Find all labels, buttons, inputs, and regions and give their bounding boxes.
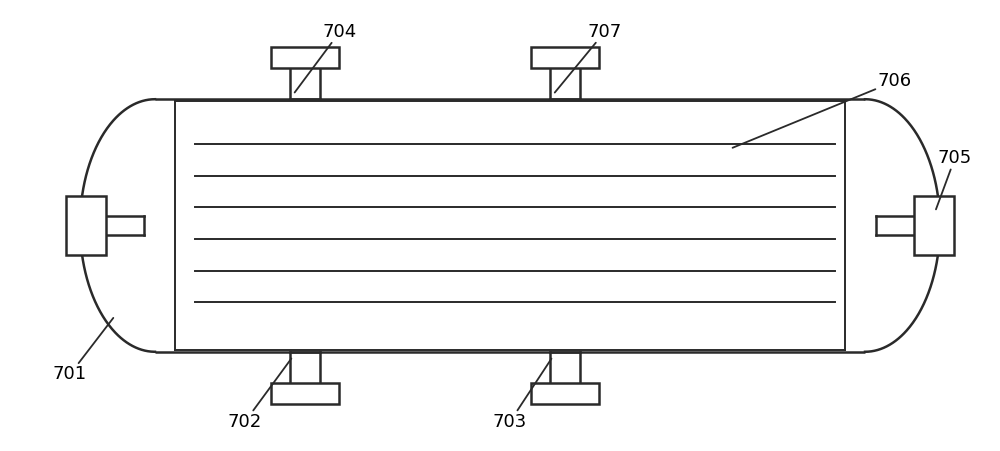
Text: 707: 707 [555,23,622,92]
Bar [531,47,599,68]
Bar [271,47,339,68]
Bar [531,383,599,404]
Text: 701: 701 [53,318,113,383]
Text: 706: 706 [733,72,912,148]
Bar [271,383,339,404]
Bar [914,196,954,255]
Text: 704: 704 [295,23,357,92]
Text: 705: 705 [936,149,972,209]
Text: 702: 702 [228,359,291,431]
Bar [66,196,106,255]
Text: 703: 703 [493,359,551,431]
